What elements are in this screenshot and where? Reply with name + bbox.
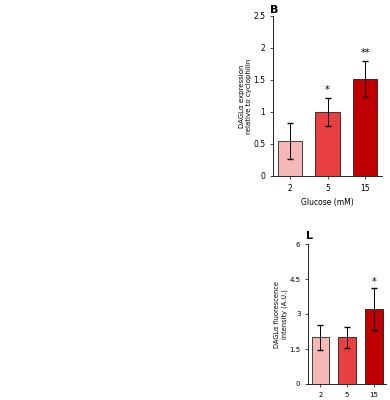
Bar (278, 141, 302, 176)
Bar (316, 112, 340, 176)
Text: *: * (325, 86, 330, 96)
Bar (365, 309, 383, 384)
Y-axis label: DAGLα fluorescence
intensity (A.U.): DAGLα fluorescence intensity (A.U.) (275, 280, 288, 348)
Bar (312, 337, 329, 384)
Bar (339, 337, 356, 384)
Bar (353, 79, 377, 176)
Text: **: ** (360, 48, 370, 58)
Text: *: * (372, 277, 376, 287)
Text: L: L (306, 231, 313, 241)
Text: B: B (269, 5, 278, 15)
Y-axis label: DAGLα expression
relative to cyclophilin: DAGLα expression relative to cyclophilin (239, 58, 252, 134)
X-axis label: Glucose (mM): Glucose (mM) (301, 198, 354, 207)
